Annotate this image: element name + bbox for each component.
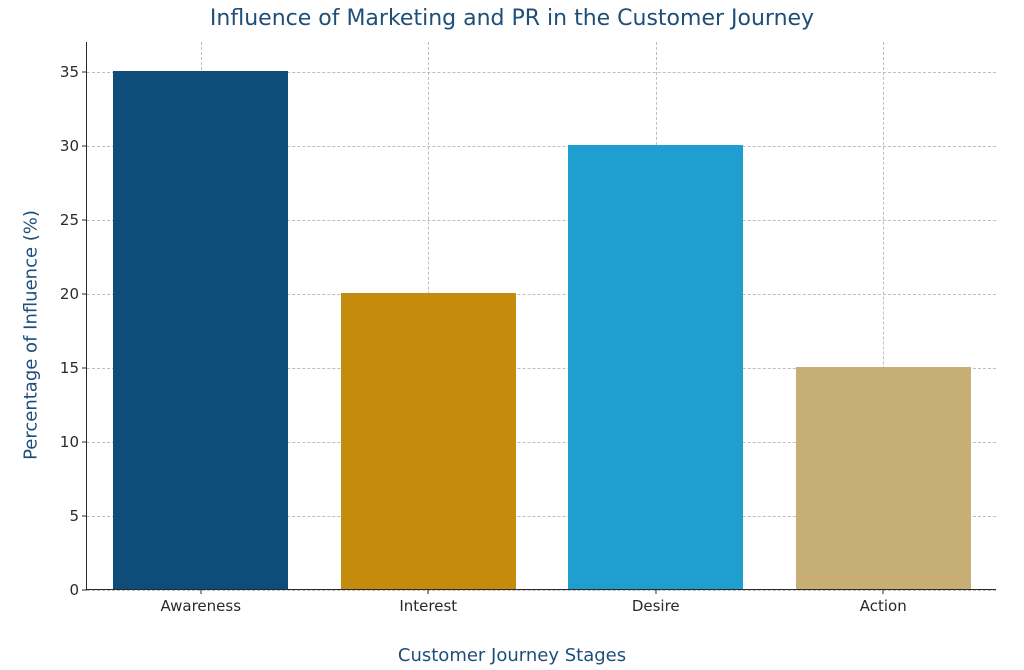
y-tick-label: 15	[60, 359, 87, 377]
y-tick-label: 20	[60, 285, 87, 303]
x-tick-label: Action	[860, 589, 907, 615]
y-tick-label: 0	[69, 581, 87, 599]
bar	[113, 71, 288, 589]
x-tick-label: Interest	[399, 589, 457, 615]
y-axis-label: Percentage of Influence (%)	[20, 210, 41, 460]
bar	[796, 367, 971, 589]
chart-title: Influence of Marketing and PR in the Cus…	[0, 6, 1024, 31]
x-tick-label: Awareness	[160, 589, 241, 615]
y-tick-label: 25	[60, 211, 87, 229]
x-axis-label: Customer Journey Stages	[0, 645, 1024, 666]
bar-chart: Influence of Marketing and PR in the Cus…	[0, 0, 1024, 670]
bar	[568, 145, 743, 589]
y-tick-label: 35	[60, 63, 87, 81]
y-tick-label: 10	[60, 433, 87, 451]
bar	[341, 293, 516, 589]
x-tick-label: Desire	[632, 589, 680, 615]
y-tick-label: 30	[60, 137, 87, 155]
y-tick-label: 5	[69, 507, 87, 525]
plot-area: 05101520253035AwarenessInterestDesireAct…	[86, 42, 996, 590]
